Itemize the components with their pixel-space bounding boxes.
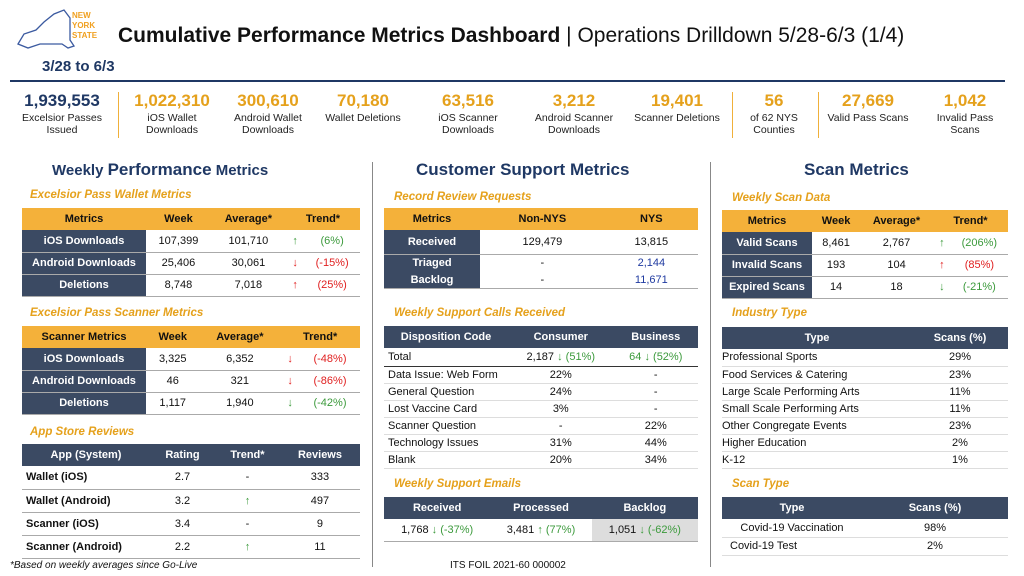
- kpi-scanner-deletions: 19,401 Scanner Deletions: [634, 91, 720, 124]
- table-row: Other Congregate Events 23%: [722, 417, 1008, 435]
- table-row: Scanner Question -22%: [384, 417, 698, 435]
- support-emails-table: Received Processed Backlog 1,768 ↓ (-37%) 3…: [384, 497, 698, 542]
- column-divider: [372, 162, 373, 567]
- table-row: General Question 24% -: [384, 383, 698, 401]
- title-main: Cumulative Performance Metrics Dashboard: [118, 24, 561, 47]
- kpi-wallet-deletions: 70,180 Wallet Deletions: [325, 91, 401, 124]
- record-review-title: Record Review Requests: [394, 191, 532, 203]
- table-row: Backlog -11,671: [384, 272, 698, 289]
- industry-type-title: Industry Type: [732, 307, 807, 319]
- svg-text:STATE: STATE: [72, 31, 98, 40]
- table-row: Android Downloads 25,406 30,061 ↓ (-15%): [22, 252, 360, 275]
- kpi-invalid-scans: 1,042 Invalid Pass Scans: [936, 91, 994, 136]
- table-row: K-12 1%: [722, 451, 1008, 469]
- arrow-up-icon: ↑: [214, 535, 280, 559]
- industry-type-table: Type Scans (%) Professional Sports 29% Foo…: [722, 327, 1008, 469]
- table-row: Blank 20% 34%: [384, 451, 698, 469]
- svg-text:YORK: YORK: [72, 21, 95, 30]
- foil-reference: ITS FOIL 2021-60 000002: [450, 560, 566, 571]
- kpi-ios-wallet: 1,022,310 iOS Wallet Downloads: [134, 91, 210, 136]
- wallet-metrics-table: Metrics Week Average* Trend* iOS Downloads 1…: [22, 208, 360, 297]
- kpi-counties: 56 of 62 NYS Counties: [750, 91, 798, 136]
- arrow-down-icon: ↓: [280, 370, 300, 393]
- wallet-metrics-title: Excelsior Pass Wallet Metrics: [30, 189, 192, 201]
- header-divider: [10, 80, 1005, 82]
- title-subtitle: Operations Drilldown 5/28-6/3 (1/4): [577, 24, 905, 47]
- table-row: Deletions 8,748 7,018 ↑ (25%): [22, 274, 360, 297]
- weekly-scan-table: Metrics Week Average* Trend* Valid Scans 8,4…: [722, 210, 1008, 299]
- table-row: Received 129,479 13,815: [384, 230, 698, 255]
- support-calls-table: Disposition Code Consumer Business Total 2,…: [384, 326, 698, 469]
- table-row: Food Services & Catering 23%: [722, 366, 1008, 384]
- table-row: Lost Vaccine Card 3% -: [384, 400, 698, 418]
- logo-new: NEW: [72, 11, 91, 20]
- table-row: Expired Scans 14 18 ↓ (-21%): [722, 276, 1008, 299]
- table-row: Small Scale Performing Arts 11%: [722, 400, 1008, 418]
- app-reviews-title: App Store Reviews: [30, 426, 135, 438]
- kpi-divider: [732, 92, 733, 138]
- table-row: iOS Downloads 3,325 6,352 ↓ (-48%): [22, 348, 360, 371]
- table-row: Wallet (Android) 3.2 ↑ 497: [22, 489, 360, 513]
- arrow-down-icon: ↓: [280, 348, 300, 371]
- record-review-table: Metrics Non-NYS NYS Received 129,479 13,815 …: [384, 208, 698, 289]
- table-row: Scanner (iOS) 3.4-9: [22, 512, 360, 536]
- table-row: Professional Sports 29%: [722, 349, 1008, 367]
- arrow-up-icon: ↑: [214, 489, 280, 513]
- kpi-divider: [118, 92, 119, 138]
- table-row: Total 2,187 ↓ (51%) 64 ↓ (52%): [384, 348, 698, 366]
- section-weekly-performance: Weekly Performance Metrics: [52, 160, 269, 179]
- table-row: 1,768 ↓ (-37%) 3,481 ↑ (77%) 1,051 ↓ (-62%…: [384, 519, 698, 542]
- arrow-down-icon: ↓: [285, 252, 305, 275]
- arrow-down-icon: ↓: [932, 276, 951, 299]
- table-row: Invalid Scans 193 104 ↑ (85%): [722, 254, 1008, 277]
- arrow-up-icon: ↑: [285, 230, 305, 253]
- column-divider: [710, 162, 711, 567]
- kpi-valid-scans: 27,669 Valid Pass Scans: [827, 91, 909, 124]
- section-scan-metrics: Scan Metrics: [804, 160, 909, 179]
- page-title: Cumulative Performance Metrics Dashboard…: [118, 24, 904, 48]
- footnote: *Based on weekly averages since Go-Live: [10, 560, 198, 571]
- table-row: Wallet (iOS) 2.7-333: [22, 466, 360, 490]
- table-row: Valid Scans 8,461 2,767 ↑ (206%): [722, 232, 1008, 255]
- table-row: Data Issue: Web Form 22% -: [384, 366, 698, 384]
- table-row: Covid-19 Vaccination 98%: [722, 519, 1008, 538]
- support-calls-title: Weekly Support Calls Received: [394, 307, 566, 319]
- title-separator: |: [566, 24, 572, 47]
- section-customer-support: Customer Support Metrics: [416, 160, 630, 179]
- table-row: Triaged -2,144: [384, 254, 698, 272]
- kpi-ios-scanner: 63,516 iOS Scanner Downloads: [438, 91, 498, 136]
- table-row: Higher Education 2%: [722, 434, 1008, 452]
- scan-type-table: Type Scans (%) Covid-19 Vaccination 98% Co…: [722, 497, 1008, 556]
- weekly-scan-title: Weekly Scan Data: [732, 192, 831, 204]
- scan-type-title: Scan Type: [732, 478, 790, 490]
- support-emails-title: Weekly Support Emails: [394, 478, 521, 490]
- arrow-up-icon: ↑: [285, 274, 305, 297]
- table-row: Scanner (Android) 2.2 ↑ 11: [22, 535, 360, 559]
- kpi-divider: [818, 92, 819, 138]
- kpi-passes-issued: 1,939,553 Excelsior Passes Issued: [22, 91, 102, 136]
- table-row: Covid-19 Test 2%: [722, 537, 1008, 556]
- arrow-up-icon: ↑: [932, 232, 951, 255]
- nys-logo: NEW YORK STATE: [17, 9, 98, 49]
- table-row: iOS Downloads 107,399 101,710 ↑ (6%): [22, 230, 360, 253]
- kpi-android-scanner: 3,212 Android Scanner Downloads: [534, 91, 614, 136]
- app-reviews-table: App (System) Rating Trend* Reviews Wallet (…: [22, 444, 360, 559]
- arrow-down-icon: ↓: [280, 392, 300, 415]
- table-row: Android Downloads 46 321 ↓ (-86%): [22, 370, 360, 393]
- table-row: Large Scale Performing Arts 11%: [722, 383, 1008, 401]
- date-range: 3/28 to 6/3: [42, 58, 115, 75]
- scanner-metrics-title: Excelsior Pass Scanner Metrics: [30, 307, 204, 319]
- kpi-android-wallet: 300,610 Android Wallet Downloads: [234, 91, 302, 136]
- table-row: Technology Issues 31% 44%: [384, 434, 698, 452]
- table-row: Deletions 1,117 1,940 ↓ (-42%): [22, 392, 360, 415]
- scanner-metrics-table: Scanner Metrics Week Average* Trend* iOS Do…: [22, 326, 360, 415]
- arrow-up-icon: ↑: [932, 254, 951, 277]
